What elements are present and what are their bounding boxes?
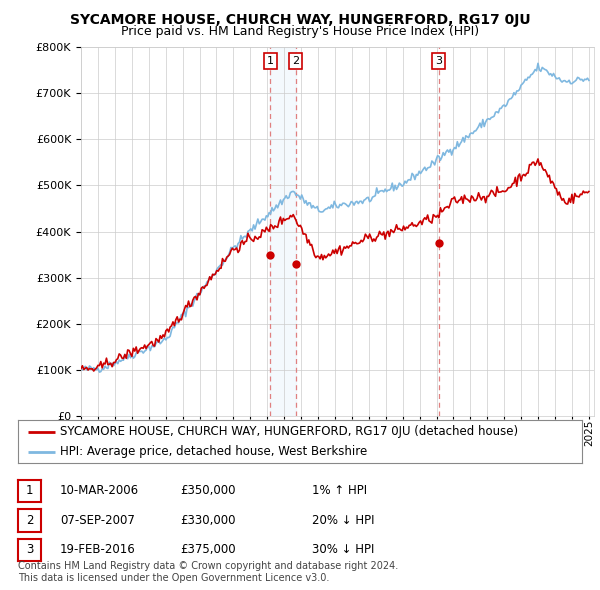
Text: 2: 2: [292, 56, 299, 66]
Text: SYCAMORE HOUSE, CHURCH WAY, HUNGERFORD, RG17 0JU: SYCAMORE HOUSE, CHURCH WAY, HUNGERFORD, …: [70, 13, 530, 27]
Text: 19-FEB-2016: 19-FEB-2016: [60, 543, 136, 556]
Text: 30% ↓ HPI: 30% ↓ HPI: [312, 543, 374, 556]
Text: £330,000: £330,000: [180, 514, 235, 527]
Text: £350,000: £350,000: [180, 484, 235, 497]
Text: Price paid vs. HM Land Registry's House Price Index (HPI): Price paid vs. HM Land Registry's House …: [121, 25, 479, 38]
Text: 3: 3: [26, 543, 33, 556]
Text: £375,000: £375,000: [180, 543, 236, 556]
Text: 20% ↓ HPI: 20% ↓ HPI: [312, 514, 374, 527]
Text: 2: 2: [26, 514, 33, 527]
Text: HPI: Average price, detached house, West Berkshire: HPI: Average price, detached house, West…: [60, 445, 368, 458]
Bar: [271, 47, 296, 416]
Text: SYCAMORE HOUSE, CHURCH WAY, HUNGERFORD, RG17 0JU (detached house): SYCAMORE HOUSE, CHURCH WAY, HUNGERFORD, …: [60, 425, 518, 438]
Text: 10-MAR-2006: 10-MAR-2006: [60, 484, 139, 497]
Text: 1% ↑ HPI: 1% ↑ HPI: [312, 484, 367, 497]
Text: 1: 1: [26, 484, 33, 497]
Text: Contains HM Land Registry data © Crown copyright and database right 2024.
This d: Contains HM Land Registry data © Crown c…: [18, 561, 398, 583]
Text: 1: 1: [267, 56, 274, 66]
Text: 3: 3: [435, 56, 442, 66]
Text: 07-SEP-2007: 07-SEP-2007: [60, 514, 135, 527]
